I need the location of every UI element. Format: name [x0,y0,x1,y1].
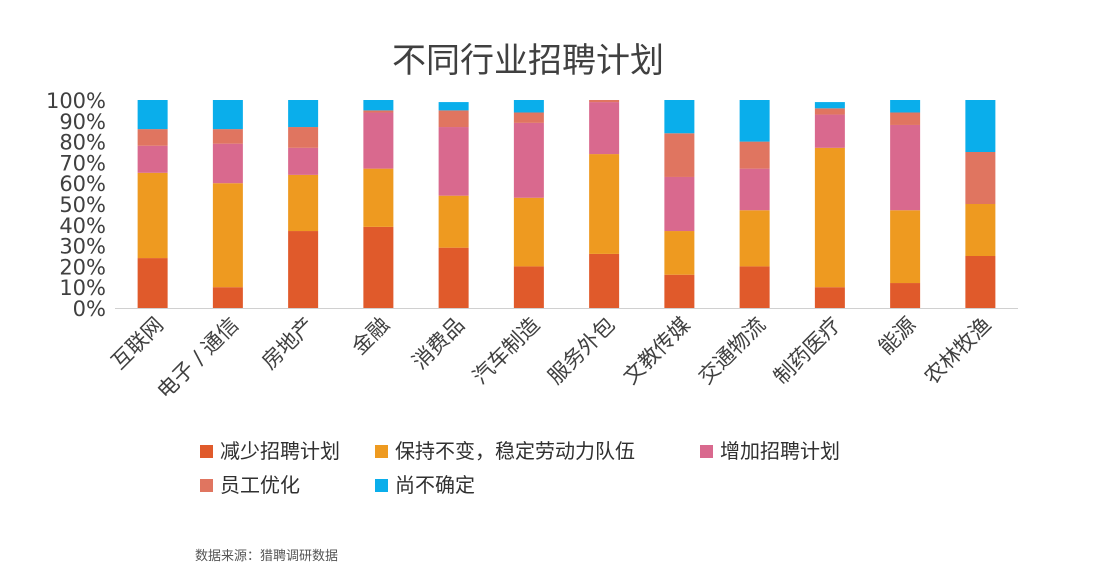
bar-segment [814,102,845,109]
bar-segment [212,183,243,288]
x-tick-label: 文教传媒 [619,313,695,389]
bar-segment [513,197,544,267]
legend-swatch [700,445,713,458]
bar-segment [589,102,620,155]
bar-segment [664,274,695,308]
legend-swatch [375,479,388,492]
x-tick-label: 交通物流 [694,313,770,389]
bar-segment [965,152,996,204]
bar-segment [363,226,394,308]
legend-label: 保持不变，稳定劳动力队伍 [395,439,635,463]
bar-segment [739,100,770,142]
legend-swatch [200,479,213,492]
bar-segment [814,108,845,115]
y-tick-label: 100% [46,89,106,113]
bar-segment [212,287,243,308]
bar-segment [438,110,469,128]
bar-segment [438,195,469,248]
bar-segment [137,145,168,173]
x-tick-label: 消费品 [408,313,470,375]
bar-segment [890,124,921,211]
y-tick-label: 40% [59,214,106,238]
bar-segment [438,127,469,196]
bar-segment [589,100,620,103]
bar-segment [288,127,319,148]
bar-segment [814,114,845,148]
x-tick-label: 金融 [347,313,394,360]
bar-segment [890,100,921,113]
x-tick-label: 农林牧渔 [920,313,996,389]
bar-segment [664,100,695,134]
bar-segment [890,283,921,308]
y-tick-label: 20% [59,255,106,279]
bar-segment [288,147,319,175]
legend-swatch [200,445,213,458]
bar-segment [363,112,394,169]
x-tick-label: 汽车制造 [468,313,544,389]
x-tick-label: 电子 / 通信 [153,313,244,404]
bars-group [137,100,996,308]
x-tick-label: 互联网 [107,313,169,375]
bar-segment [513,112,544,123]
bar-segment [212,129,243,144]
bar-segment [212,100,243,130]
bar-segment [513,100,544,113]
y-tick-label: 10% [59,276,106,300]
bar-segment [137,129,168,146]
y-tick-label: 50% [59,193,106,217]
bar-segment [890,210,921,284]
legend-label: 尚不确定 [395,473,475,497]
bar-segment [739,266,770,308]
bar-segment [438,247,469,308]
bar-segment [363,168,394,227]
chart-title: 不同行业招聘计划 [392,41,664,81]
bar-segment [589,253,620,308]
bar-segment [363,100,394,111]
y-tick-label: 0% [73,297,106,321]
x-tick-label: 服务外包 [543,313,619,389]
bar-segment [363,110,394,113]
bar-segment [288,174,319,232]
legend-label: 增加招聘计划 [720,439,840,463]
bar-segment [814,287,845,308]
y-tick-label: 90% [59,110,106,134]
bar-segment [664,133,695,177]
bar-segment [438,102,469,111]
bar-segment [137,100,168,130]
bar-segment [739,168,770,211]
y-tick-label: 30% [59,235,106,259]
bar-segment [513,122,544,198]
bar-segment [137,172,168,259]
legend-label: 员工优化 [220,473,300,497]
bar-segment [965,100,996,152]
bar-segment [664,176,695,232]
x-tick-label: 房地产 [257,313,319,375]
bar-segment [137,258,168,308]
data-source: 数据来源：猎聘调研数据 [195,549,338,564]
x-tick-label: 制药医疗 [769,313,845,389]
bar-segment [212,143,243,184]
legend-label: 减少招聘计划 [220,439,340,463]
legend-swatch [375,445,388,458]
bar-segment [739,210,770,267]
bar-segment [814,147,845,288]
bar-segment [965,256,996,308]
y-axis-ticks: 100%90%80%70%60%50%40%30%20%10%0% [46,89,106,321]
bar-segment [739,141,770,169]
bar-segment [664,231,695,275]
bar-segment [589,154,620,254]
y-tick-label: 80% [59,131,106,155]
bar-segment [890,112,921,125]
y-tick-label: 70% [59,151,106,175]
bar-segment [965,204,996,256]
y-tick-label: 60% [59,172,106,196]
bar-segment [288,231,319,308]
x-tick-label: 能源 [874,313,921,360]
bar-segment [288,100,319,128]
bar-segment [513,266,544,308]
